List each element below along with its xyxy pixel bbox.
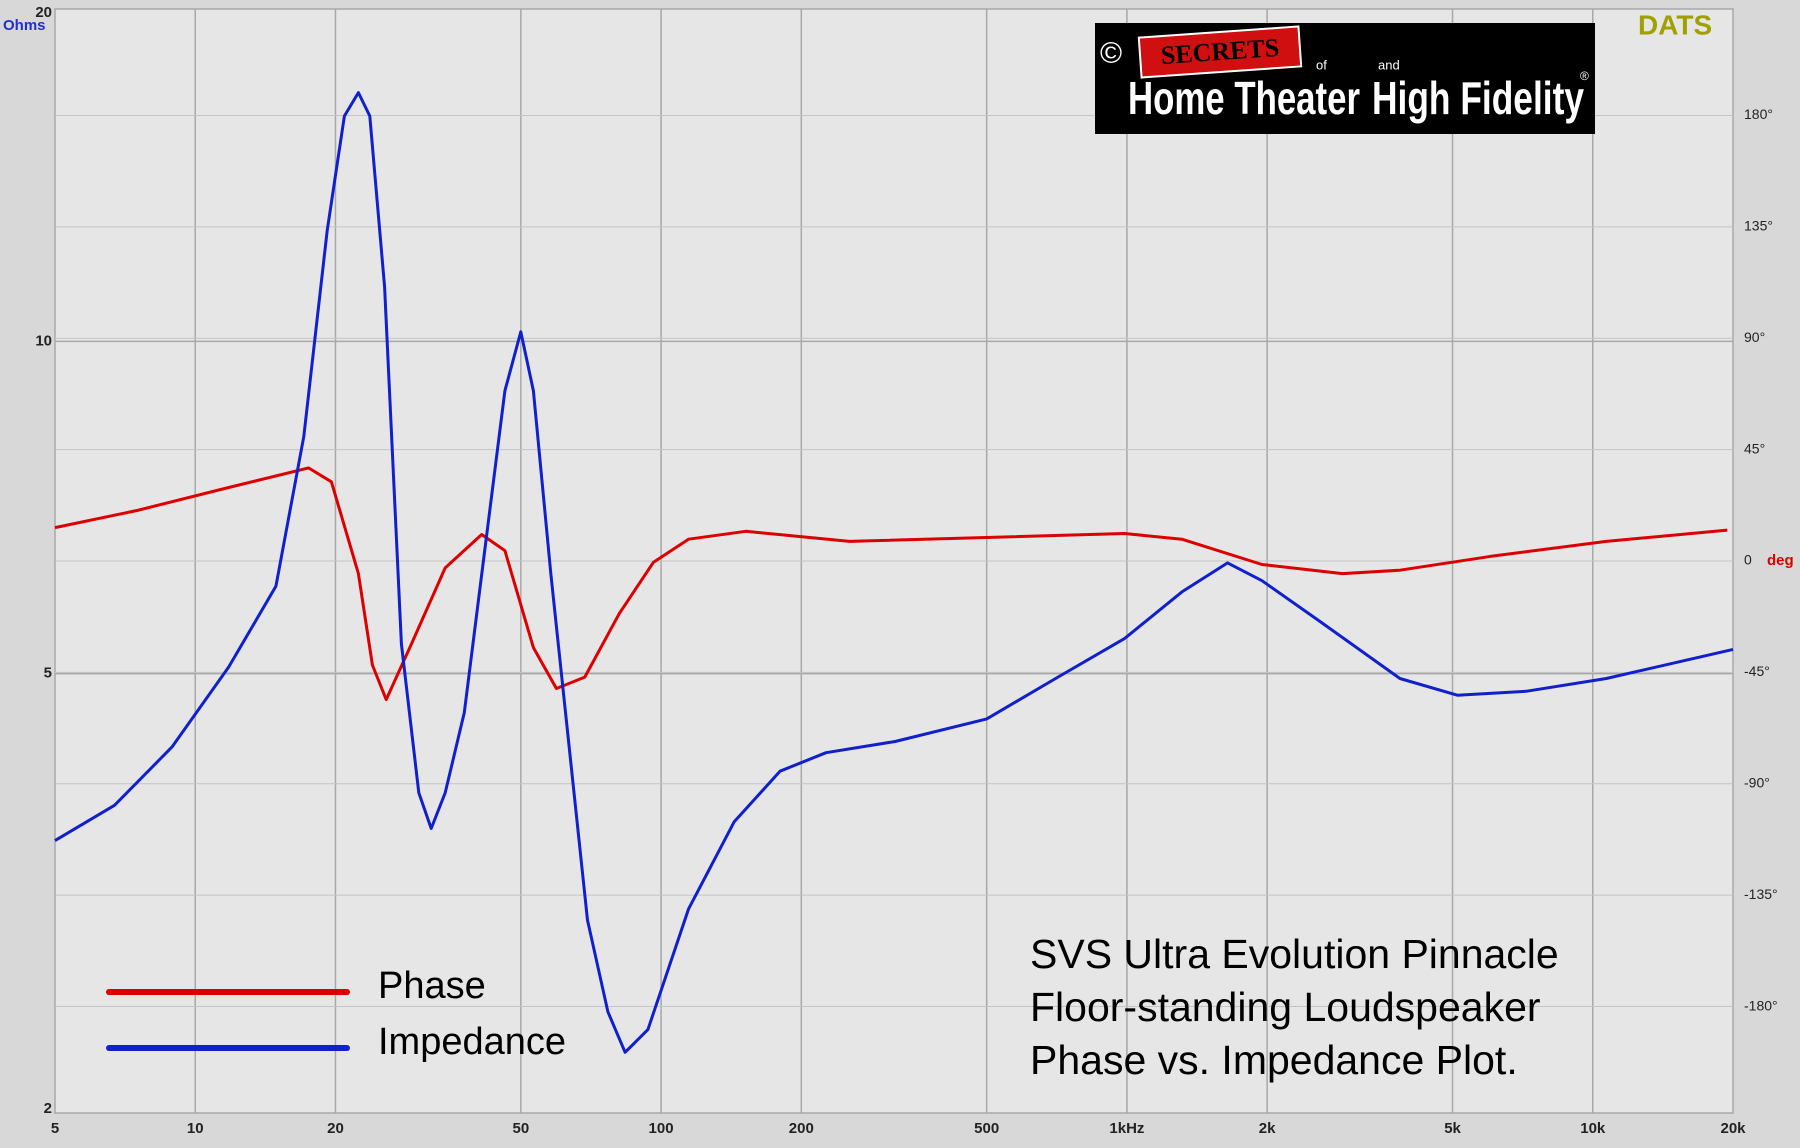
logo-and: and [1378,57,1400,72]
logo-home-theater: Home Theater [1128,72,1360,124]
y-tick-label: 20 [35,4,52,21]
annotation: Floor-standing Loudspeaker [1030,984,1541,1030]
y2-tick-label: 135° [1744,218,1773,234]
y2-tick-label: 0 [1744,552,1752,568]
y2-tick-label: -180° [1744,997,1778,1013]
x-tick-label: 5k [1444,1120,1461,1137]
logo: © SECRETS of and Home Theater High Fidel… [1095,23,1595,134]
y-tick-label: 5 [44,665,52,682]
legend: Phase Impedance [106,965,566,1063]
badge: DATS [1638,9,1712,40]
y-axis-label: Ohms [3,17,46,34]
x-tick-label: 5 [51,1120,59,1137]
logo-secrets-box [1137,25,1303,79]
x-tick-label: 1kHz [1109,1120,1144,1137]
x-tick-label: 500 [974,1120,999,1137]
legend-label: Phase [378,965,486,1007]
grid [54,8,1734,1114]
x-tick-label: 20k [1720,1120,1746,1137]
y2-tick-label: -90° [1744,774,1770,790]
logo-copyright: © [1100,37,1122,70]
y2-tick-label: 180° [1744,106,1773,122]
legend-label: Impedance [378,1021,566,1063]
x-tick-label: 200 [789,1120,814,1137]
x-tick-label: 2k [1259,1120,1276,1137]
y-tick-label: 2 [44,1100,52,1117]
logo-of: of [1316,57,1327,72]
logo-high-fidelity: High Fidelity [1372,72,1584,124]
x-tick-label: 10k [1580,1120,1606,1137]
x-tick-label: 50 [513,1120,530,1137]
y2-tick-label: 90° [1744,329,1765,345]
annotation: Phase vs. Impedance Plot. [1030,1037,1518,1083]
annotation: SVS Ultra Evolution Pinnacle [1030,931,1559,977]
y2-axis-label: deg [1767,552,1794,569]
series-line [54,466,1728,702]
y2-tick-label: 45° [1744,440,1765,456]
y-tick-label: 10 [35,332,52,349]
logo-registered: ® [1580,69,1589,83]
series-lines [54,91,1734,1054]
series-line [54,91,1734,1054]
x-tick-label: 100 [649,1120,674,1137]
x-tick-label: 20 [327,1120,344,1137]
x-tick-label: 10 [187,1120,204,1137]
y2-tick-label: -135° [1744,886,1778,902]
y2-tick-label: -45° [1744,663,1770,679]
